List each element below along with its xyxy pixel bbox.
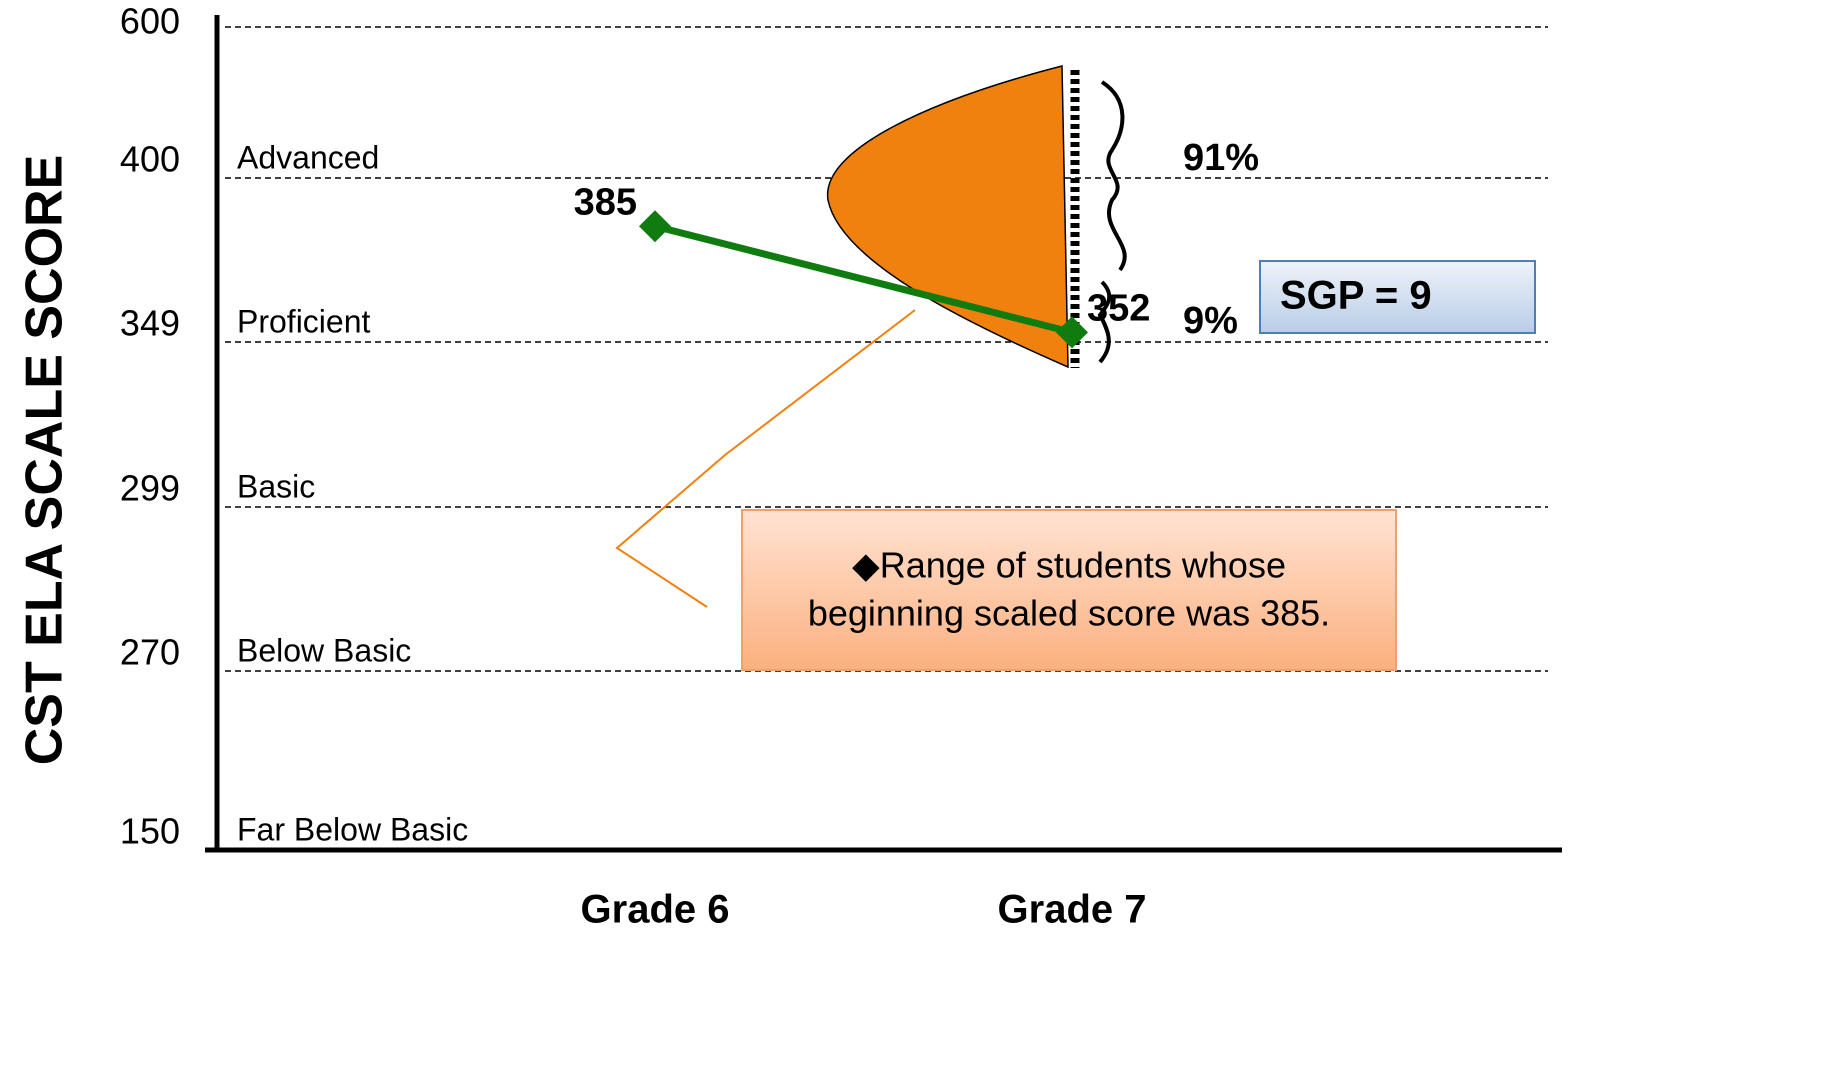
band-label: Below Basic bbox=[237, 632, 411, 668]
annotation-text: ◆Range of students whose bbox=[852, 545, 1286, 586]
data-label: 385 bbox=[574, 181, 637, 223]
data-label: 352 bbox=[1087, 287, 1150, 329]
band-label: Far Below Basic bbox=[237, 811, 468, 847]
band-label: Basic bbox=[237, 468, 315, 504]
sgp-label: SGP = 9 bbox=[1280, 274, 1432, 318]
y-tick-label: 600 bbox=[120, 1, 180, 42]
percent-label: 9% bbox=[1183, 300, 1238, 342]
brace-upper bbox=[1100, 80, 1127, 272]
band-label: Proficient bbox=[237, 303, 371, 339]
y-tick-label: 299 bbox=[120, 468, 180, 509]
y-tick-label: 270 bbox=[120, 632, 180, 673]
x-tick-label: Grade 7 bbox=[998, 888, 1147, 932]
marks: 385 352 bbox=[574, 181, 1150, 349]
y-tick-label: 150 bbox=[120, 811, 180, 852]
distribution-shape bbox=[826, 65, 1069, 369]
callout-line bbox=[615, 309, 916, 608]
percent-label: 91% bbox=[1183, 137, 1259, 179]
annotation-text: beginning scaled score was 385. bbox=[808, 593, 1330, 634]
series-line bbox=[654, 222, 1073, 336]
point bbox=[639, 210, 671, 243]
annotation-box bbox=[741, 509, 1397, 671]
x-tick-label: Grade 6 bbox=[581, 888, 730, 932]
sgp-box bbox=[1259, 260, 1536, 334]
y-tick-label: 400 bbox=[120, 139, 180, 180]
y-axis-title: CST ELA SCALE SCORE bbox=[16, 155, 74, 766]
band-label: Advanced bbox=[237, 139, 379, 175]
y-tick-label: 349 bbox=[120, 303, 180, 344]
point bbox=[1056, 316, 1088, 349]
brace-lower bbox=[1097, 280, 1112, 364]
